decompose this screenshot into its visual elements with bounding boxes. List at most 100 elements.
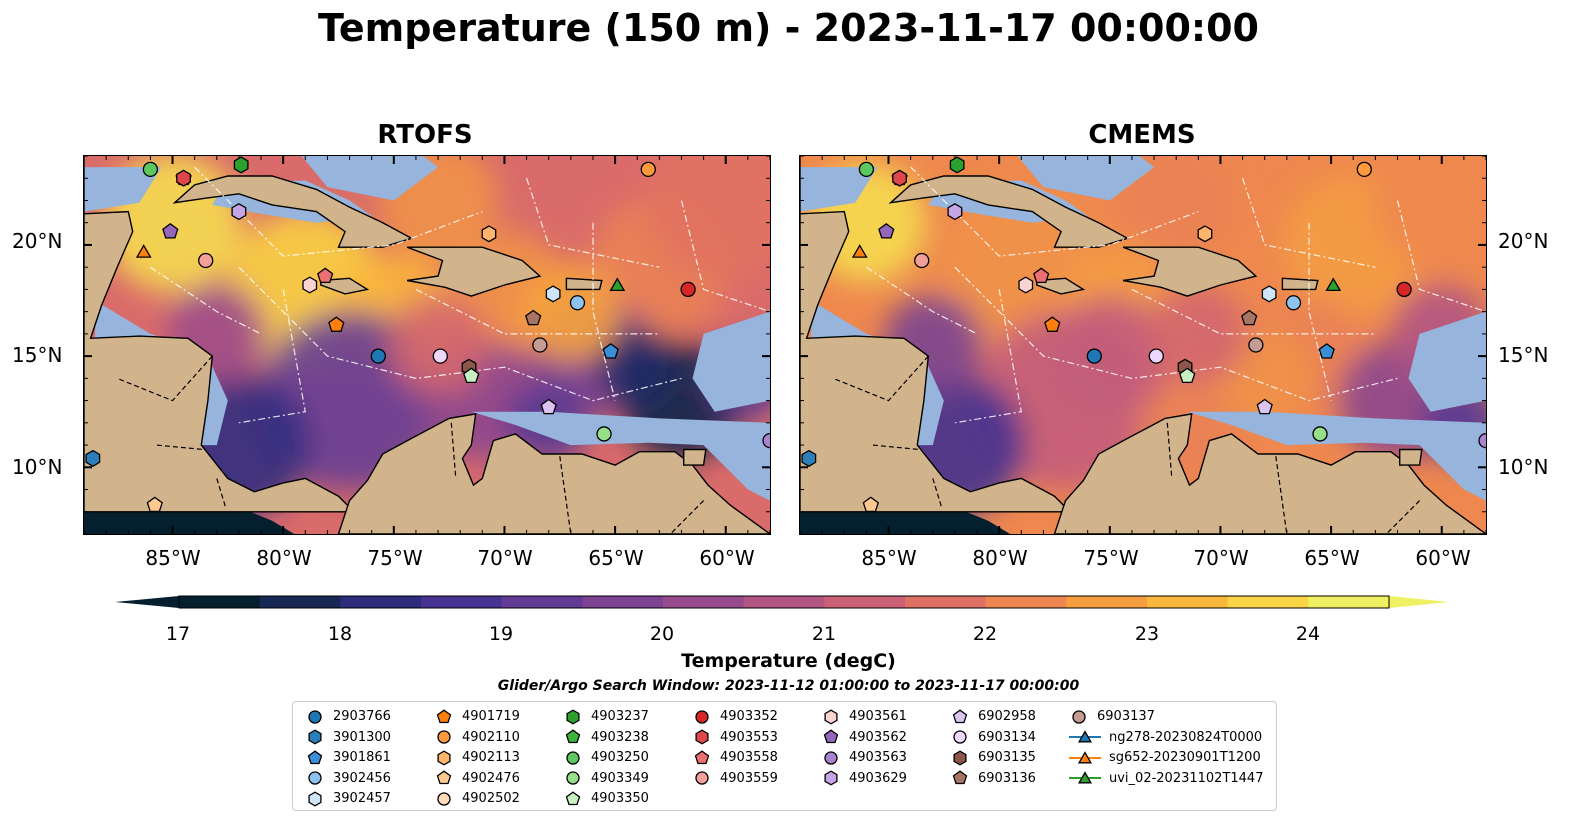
legend-label: 4903563 (849, 750, 907, 765)
obs-marker-4903558[interactable] (1033, 267, 1050, 284)
pentagon-icon (952, 708, 968, 723)
obs-marker-sg652-20230901T1200[interactable] (851, 244, 868, 258)
legend-entry: 4903238 (563, 728, 649, 747)
obs-marker-3902457[interactable] (545, 285, 561, 303)
obs-marker-4903350[interactable] (1179, 367, 1196, 384)
legend-label: 4903561 (849, 709, 907, 724)
obs-marker-4903349[interactable] (596, 426, 612, 442)
panel-title-cmems: CMEMS (1088, 120, 1196, 150)
obs-marker-4903237[interactable] (233, 156, 249, 174)
lon-tick-label: 60°W (1415, 546, 1471, 570)
obs-marker-4903559[interactable] (198, 252, 214, 269)
legend-entry: uvi_02-20231102T1447 (1069, 769, 1263, 788)
lat-tick-label: 20°N (12, 229, 63, 253)
obs-marker-4903349[interactable] (1312, 426, 1328, 442)
obs-marker-4902476[interactable] (146, 496, 163, 513)
obs-marker-4903559[interactable] (914, 252, 930, 269)
obs-marker-4903561[interactable] (1018, 276, 1034, 294)
obs-marker-6902958[interactable] (540, 398, 557, 415)
obs-marker-4903562[interactable] (878, 222, 895, 239)
colorbar-tick: 20 (649, 623, 675, 645)
obs-marker-4903250[interactable] (142, 161, 159, 177)
colorbar-tick: 18 (327, 623, 353, 645)
hexagon-icon (695, 729, 709, 745)
obs-marker-4902113[interactable] (1197, 225, 1213, 243)
obs-marker-2903766[interactable] (1086, 348, 1102, 364)
triangle-icon (1069, 771, 1101, 784)
circle-icon (308, 709, 322, 724)
legend-label: 3902456 (333, 770, 391, 786)
obs-marker-6903134[interactable] (432, 348, 448, 364)
obs-marker-6902958[interactable] (1256, 398, 1273, 415)
obs-marker-3901300[interactable] (85, 449, 101, 467)
legend-entry: 4903563 (821, 748, 907, 767)
circle-icon (437, 791, 451, 806)
obs-marker-6903137[interactable] (1248, 337, 1264, 353)
obs-marker-uvi_02-20231102T1447[interactable] (1325, 277, 1342, 292)
obs-marker-4903237[interactable] (949, 156, 965, 174)
obs-marker-6903134[interactable] (1148, 348, 1164, 364)
obs-marker-3902457[interactable] (1261, 285, 1277, 303)
legend-entry: 6903134 (950, 728, 1036, 747)
obs-marker-3901300[interactable] (801, 449, 817, 467)
legend-label: 4902110 (462, 729, 520, 745)
hexagon-icon (566, 708, 580, 725)
obs-marker-4903562[interactable] (162, 222, 179, 239)
legend-label: 2903766 (333, 709, 391, 724)
figure-title: Temperature (150 m) - 2023-11-17 00:00:0… (317, 6, 1259, 50)
obs-marker-4903563[interactable] (1478, 432, 1486, 449)
obs-marker-sg652-20230901T1200[interactable] (135, 244, 152, 258)
obs-marker-2903766[interactable] (370, 348, 386, 364)
search-window-text: Glider/Argo Search Window: 2023-11-12 01… (497, 678, 1080, 694)
circle-icon (824, 750, 838, 765)
lon-tick-label: 70°W (1193, 546, 1249, 570)
obs-marker-4903352[interactable] (680, 281, 696, 298)
obs-marker-4902476[interactable] (862, 496, 879, 513)
pentagon-icon (694, 749, 710, 764)
lon-tick-label: 80°W (972, 546, 1028, 570)
triangle-icon (1069, 750, 1101, 763)
obs-marker-4901719[interactable] (1044, 316, 1061, 332)
pentagon-icon (436, 770, 452, 785)
obs-marker-4903352[interactable] (1396, 281, 1412, 298)
rtofs-map-panel[interactable] (83, 155, 771, 535)
obs-marker-4903629[interactable] (231, 203, 247, 221)
obs-marker-6903136[interactable] (1241, 309, 1258, 326)
obs-marker-4903250[interactable] (858, 161, 875, 177)
legend-entry: 6903135 (950, 748, 1036, 767)
obs-marker-4903553[interactable] (176, 169, 191, 187)
circle-icon (695, 771, 709, 785)
obs-marker-6903136[interactable] (525, 309, 542, 326)
legend-label: 3902457 (333, 791, 391, 806)
circle-icon (566, 771, 580, 785)
obs-marker-3902456[interactable] (1285, 295, 1302, 311)
obs-marker-4903350[interactable] (463, 367, 480, 384)
obs-marker-4903561[interactable] (302, 276, 318, 294)
obs-marker-4903558[interactable] (317, 267, 334, 284)
obs-marker-3902456[interactable] (569, 295, 586, 311)
obs-marker-4901719[interactable] (328, 316, 345, 332)
legend-entry: 6902958 (950, 707, 1036, 726)
pentagon-icon (307, 749, 323, 764)
legend-entry: 6903136 (950, 769, 1036, 788)
hexagon-icon (824, 708, 838, 725)
colorbar-tick: 23 (1134, 623, 1160, 645)
obs-marker-4902110[interactable] (1356, 161, 1372, 177)
cmems-map-panel[interactable] (799, 155, 1487, 535)
obs-marker-4902113[interactable] (481, 225, 497, 243)
legend-entry: 4902113 (434, 748, 520, 767)
legend-label: 4903238 (591, 729, 649, 745)
legend-label: 6903135 (978, 750, 1036, 765)
legend-label: 4903558 (720, 750, 778, 765)
obs-marker-4903563[interactable] (762, 432, 770, 449)
obs-marker-4903629[interactable] (947, 203, 963, 221)
obs-marker-3901861[interactable] (1318, 343, 1335, 359)
colorbar-tick: 17 (165, 623, 191, 645)
obs-marker-4903553[interactable] (892, 169, 907, 187)
obs-marker-6903137[interactable] (532, 337, 548, 353)
obs-marker-4902110[interactable] (640, 161, 656, 177)
legend-entry: 4903237 (563, 707, 649, 726)
lon-tick-label: 75°W (367, 546, 423, 570)
obs-marker-uvi_02-20231102T1447[interactable] (609, 277, 626, 292)
obs-marker-3901861[interactable] (602, 343, 619, 359)
